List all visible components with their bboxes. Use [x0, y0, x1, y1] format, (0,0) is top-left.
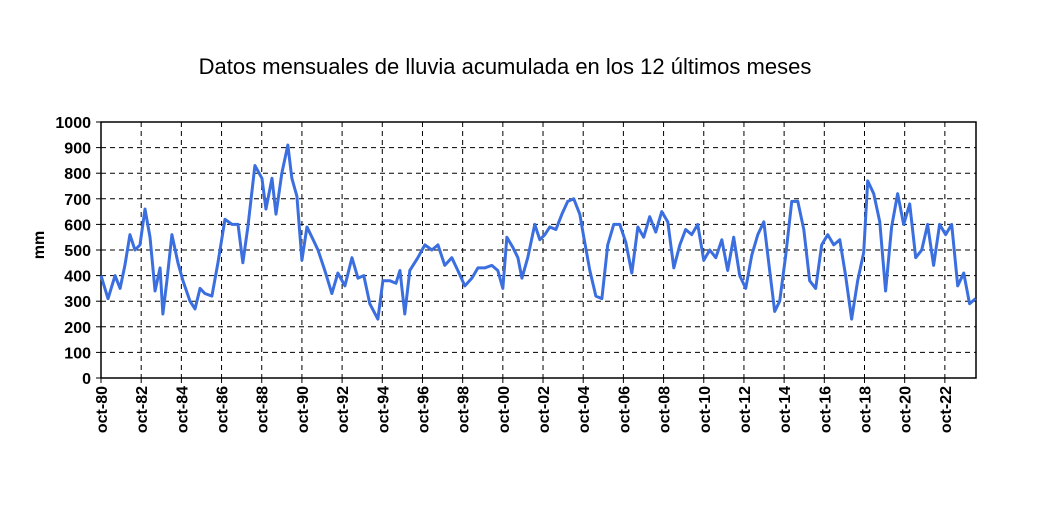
- chart-title: Datos mensuales de lluvia acumulada en l…: [199, 54, 812, 79]
- x-tick-label: oct-20: [898, 386, 915, 433]
- x-tick-label: oct-16: [817, 386, 834, 433]
- x-tick-label: oct-82: [134, 386, 151, 433]
- x-tick-label: oct-10: [697, 386, 714, 433]
- x-tick-label: oct-22: [938, 386, 955, 433]
- x-tick-label: oct-90: [295, 386, 312, 433]
- y-tick-label: 500: [64, 243, 91, 260]
- x-tick-label: oct-96: [415, 386, 432, 433]
- y-tick-label: 900: [64, 141, 91, 158]
- x-tick-label: oct-80: [94, 386, 111, 433]
- x-tick-label: oct-08: [657, 386, 674, 433]
- y-tick-label: 700: [64, 192, 91, 209]
- plot-frame: [100, 121, 977, 379]
- y-tick-label: 600: [64, 217, 91, 234]
- y-tick-label: 400: [64, 269, 91, 286]
- x-tick-label: oct-00: [496, 386, 513, 433]
- x-tick-label: oct-06: [616, 386, 633, 433]
- y-tick-label: 800: [64, 166, 91, 183]
- y-tick-label: 200: [64, 320, 91, 337]
- rain-line: [99, 143, 977, 321]
- x-tick-label: oct-02: [536, 386, 553, 433]
- y-tick-label: 1000: [55, 115, 91, 132]
- x-tick-label: oct-14: [777, 386, 794, 433]
- x-tick-label: oct-88: [255, 386, 272, 433]
- x-tick-label: oct-18: [857, 386, 874, 433]
- x-tick-label: oct-04: [576, 386, 593, 433]
- x-tick-label: oct-12: [737, 386, 754, 433]
- x-tick-label: oct-92: [335, 386, 352, 433]
- x-tick-label: oct-94: [375, 386, 392, 433]
- y-tick-label: 300: [64, 294, 91, 311]
- y-axis-label: mm: [31, 231, 48, 259]
- x-tick-label: oct-86: [215, 386, 232, 433]
- y-tick-label: 0: [82, 371, 91, 388]
- x-tick-label: oct-98: [456, 386, 473, 433]
- y-tick-label: 100: [64, 345, 91, 362]
- x-tick-label: oct-84: [174, 386, 191, 433]
